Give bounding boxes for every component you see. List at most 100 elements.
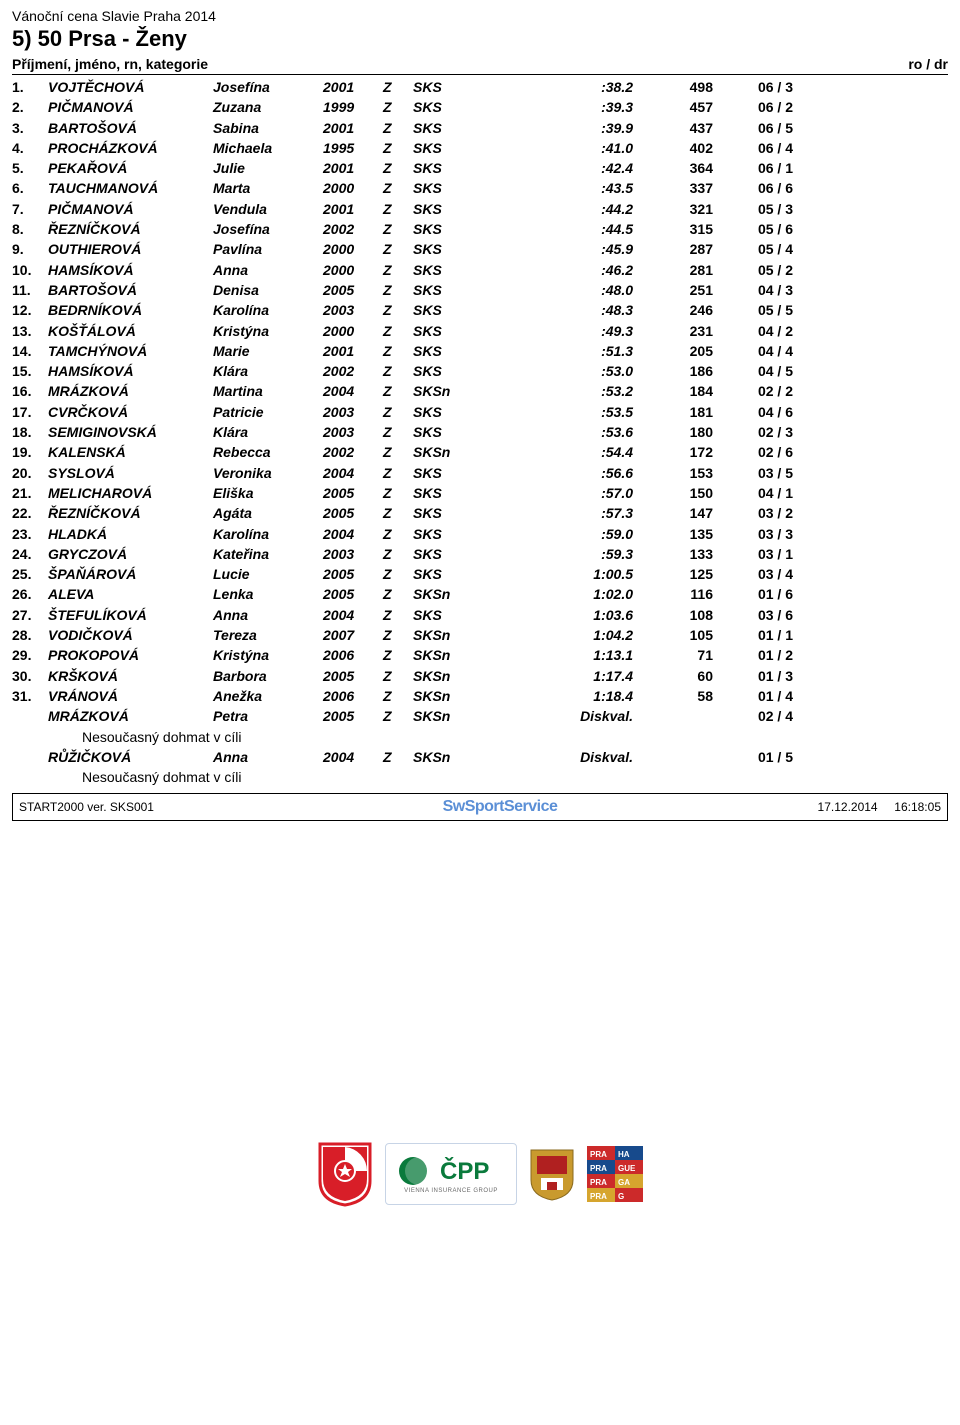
cell-club: SKS <box>413 463 503 483</box>
cell-club: SKSn <box>413 625 503 645</box>
cell-gender: Z <box>383 77 413 97</box>
cell-club: SKS <box>413 118 503 138</box>
cell-time: Diskval. <box>503 747 643 767</box>
cell-club: SKS <box>413 321 503 341</box>
cell-time: 1:02.0 <box>503 584 643 604</box>
cell-club: SKSn <box>413 747 503 767</box>
cell-rodr: 05 / 2 <box>723 260 793 280</box>
cell-year: 2000 <box>323 178 383 198</box>
cell-surname: TAMCHÝNOVÁ <box>48 341 213 361</box>
cell-time: :45.9 <box>503 239 643 259</box>
table-row: 11.BARTOŠOVÁDenisa2005ZSKS:48.025104 / 3 <box>12 280 948 300</box>
footer-datetime: 17.12.2014 16:18:05 <box>721 800 941 814</box>
cell-points: 315 <box>643 219 723 239</box>
cell-gender: Z <box>383 199 413 219</box>
cell-surname: SYSLOVÁ <box>48 463 213 483</box>
table-row: 6.TAUCHMANOVÁMarta2000ZSKS:43.533706 / 6 <box>12 178 948 198</box>
cell-club: SKSn <box>413 381 503 401</box>
cell-gender: Z <box>383 422 413 442</box>
cell-time: :54.4 <box>503 442 643 462</box>
cell-rank: 21. <box>12 483 48 503</box>
cell-rank: 12. <box>12 300 48 320</box>
cell-rank: 11. <box>12 280 48 300</box>
cell-firstname: Martina <box>213 381 323 401</box>
cell-firstname: Kateřina <box>213 544 323 564</box>
cell-rank: 20. <box>12 463 48 483</box>
cell-club: SKS <box>413 422 503 442</box>
cell-time: :53.5 <box>503 402 643 422</box>
cell-year: 2005 <box>323 564 383 584</box>
cell-points: 125 <box>643 564 723 584</box>
cell-club: SKS <box>413 524 503 544</box>
cell-rank: 13. <box>12 321 48 341</box>
cell-gender: Z <box>383 503 413 523</box>
cell-points: 71 <box>643 645 723 665</box>
cell-firstname: Sabina <box>213 118 323 138</box>
cell-gender: Z <box>383 97 413 117</box>
cell-points: 251 <box>643 280 723 300</box>
cell-points: 437 <box>643 118 723 138</box>
cell-year: 2001 <box>323 199 383 219</box>
table-row: 10.HAMSÍKOVÁAnna2000ZSKS:46.228105 / 2 <box>12 260 948 280</box>
cell-club: SKS <box>413 483 503 503</box>
cell-gender: Z <box>383 280 413 300</box>
cell-club: SKS <box>413 178 503 198</box>
cell-surname: CVRČKOVÁ <box>48 402 213 422</box>
cell-surname: VOJTĚCHOVÁ <box>48 77 213 97</box>
cell-year: 2003 <box>323 402 383 422</box>
cell-firstname: Patricie <box>213 402 323 422</box>
cell-rank: 17. <box>12 402 48 422</box>
cell-gender: Z <box>383 686 413 706</box>
cell-year: 2005 <box>323 666 383 686</box>
cell-firstname: Barbora <box>213 666 323 686</box>
cell-firstname: Rebecca <box>213 442 323 462</box>
cell-rodr: 02 / 6 <box>723 442 793 462</box>
cell-surname: HAMSÍKOVÁ <box>48 260 213 280</box>
cell-gender: Z <box>383 158 413 178</box>
cell-surname: ŠTEFULÍKOVÁ <box>48 605 213 625</box>
cell-surname: HAMSÍKOVÁ <box>48 361 213 381</box>
table-row: 7.PIČMANOVÁVendula2001ZSKS:44.232105 / 3 <box>12 199 948 219</box>
cell-firstname: Michaela <box>213 138 323 158</box>
table-row: 15.HAMSÍKOVÁKlára2002ZSKS:53.018604 / 5 <box>12 361 948 381</box>
cell-points: 498 <box>643 77 723 97</box>
cell-points: 105 <box>643 625 723 645</box>
cell-club: SKSn <box>413 584 503 604</box>
cell-firstname: Klára <box>213 422 323 442</box>
svg-text:PRA: PRA <box>590 1150 607 1159</box>
cell-surname: TAUCHMANOVÁ <box>48 178 213 198</box>
cell-points: 150 <box>643 483 723 503</box>
cell-year: 2005 <box>323 483 383 503</box>
cell-time: :53.6 <box>503 422 643 442</box>
cell-rank: 6. <box>12 178 48 198</box>
cell-gender: Z <box>383 219 413 239</box>
cell-club: SKSn <box>413 706 503 726</box>
cell-surname: MRÁZKOVÁ <box>48 381 213 401</box>
swsportservice-logo: SwSportService <box>443 798 558 815</box>
cell-rodr: 01 / 4 <box>723 686 793 706</box>
cell-time: :59.0 <box>503 524 643 544</box>
cell-year: 2004 <box>323 381 383 401</box>
table-row: RŮŽIČKOVÁAnna2004ZSKSnDiskval.01 / 5 <box>12 747 948 767</box>
cell-gender: Z <box>383 300 413 320</box>
cell-year: 2003 <box>323 300 383 320</box>
cell-points: 281 <box>643 260 723 280</box>
cell-time: :42.4 <box>503 158 643 178</box>
cell-rodr: 04 / 1 <box>723 483 793 503</box>
cell-rodr: 03 / 1 <box>723 544 793 564</box>
footer-bar: START2000 ver. SKS001 SwSportService 17.… <box>12 793 948 821</box>
cell-firstname: Anna <box>213 605 323 625</box>
cell-time: :39.9 <box>503 118 643 138</box>
results-table: 1.VOJTĚCHOVÁJosefína2001ZSKS:38.249806 /… <box>12 77 948 787</box>
cell-firstname: Anna <box>213 747 323 767</box>
table-row: 14.TAMCHÝNOVÁMarie2001ZSKS:51.320504 / 4 <box>12 341 948 361</box>
cell-rodr: 04 / 3 <box>723 280 793 300</box>
cell-year: 2004 <box>323 747 383 767</box>
table-row: 23.HLADKÁKarolína2004ZSKS:59.013503 / 3 <box>12 524 948 544</box>
cell-rank: 30. <box>12 666 48 686</box>
disqualification-note: Nesoučasný dohmat v cíli <box>12 767 948 787</box>
slavia-logo <box>317 1141 373 1207</box>
cell-year: 2007 <box>323 625 383 645</box>
cell-year: 2001 <box>323 118 383 138</box>
cpp-subtext: VIENNA INSURANCE GROUP <box>404 1188 498 1194</box>
